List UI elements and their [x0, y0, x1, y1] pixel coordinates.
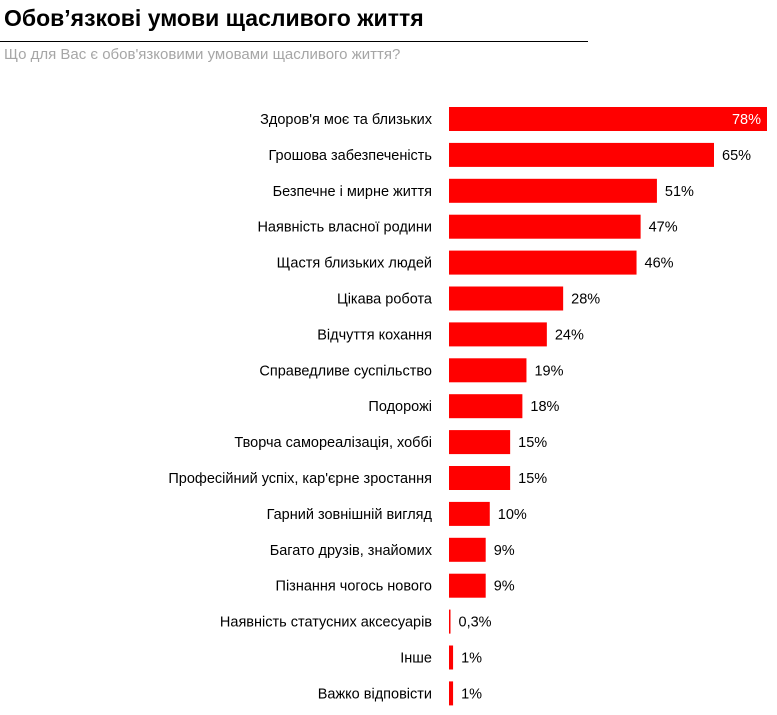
category-label: Справедливе суспільство [259, 363, 432, 379]
chart-title: Обов’язкові умови щасливого життя [4, 5, 424, 31]
bar [449, 645, 454, 670]
bar [449, 501, 490, 526]
bar [449, 250, 637, 275]
category-label: Здоров'я моє та близьких [260, 112, 433, 128]
bar [449, 466, 511, 490]
chart-subtitle: Що для Вас є обов'язковими умовами щасли… [4, 46, 401, 63]
category-label: Грошова забезпеченість [269, 148, 432, 164]
category-label: Наявність власної родини [257, 220, 432, 236]
value-label: 9% [494, 543, 515, 559]
value-label: 78% [732, 112, 761, 128]
value-label: 46% [645, 256, 674, 272]
bar [449, 214, 641, 239]
value-label: 47% [649, 220, 678, 236]
bar [449, 681, 454, 706]
bar [449, 142, 714, 167]
bar [449, 609, 451, 634]
bar [449, 322, 547, 347]
value-label: 1% [461, 686, 482, 702]
bar [449, 107, 767, 131]
bar [449, 537, 486, 562]
bar [449, 358, 527, 383]
value-label: 15% [518, 471, 547, 487]
value-label: 65% [722, 148, 751, 164]
category-label: Творча самореалізація, хоббі [234, 435, 432, 451]
value-label: 19% [534, 363, 563, 379]
value-label: 18% [530, 399, 559, 415]
value-label: 51% [665, 184, 694, 200]
bar [449, 394, 523, 419]
value-label: 28% [571, 292, 600, 308]
category-label: Професійний успіх, кар'єрне зростання [168, 471, 432, 487]
value-label: 0,3% [459, 615, 492, 631]
category-label: Гарний зовнішній вигляд [267, 507, 433, 523]
category-label: Інше [400, 651, 432, 667]
category-label: Щастя близьких людей [277, 256, 432, 272]
category-label: Багато друзів, знайомих [270, 543, 433, 559]
value-label: 24% [555, 327, 584, 343]
title-divider [0, 41, 588, 42]
category-label: Наявність статусних аксесуарів [220, 615, 432, 631]
category-label: Пізнання чогось нового [276, 579, 432, 595]
bar [449, 573, 486, 598]
bar [449, 178, 657, 203]
value-label: 9% [494, 579, 515, 595]
bar [449, 430, 511, 455]
category-label: Цікава робота [337, 292, 433, 308]
value-label: 15% [518, 435, 547, 451]
value-label: 10% [498, 507, 527, 523]
category-label: Відчуття кохання [317, 327, 432, 343]
category-label: Подорожі [368, 399, 432, 415]
category-label: Безпечне і мирне життя [273, 184, 432, 200]
category-label: Важко відповісти [318, 686, 432, 702]
value-label: 1% [461, 651, 482, 667]
bar [449, 286, 564, 311]
